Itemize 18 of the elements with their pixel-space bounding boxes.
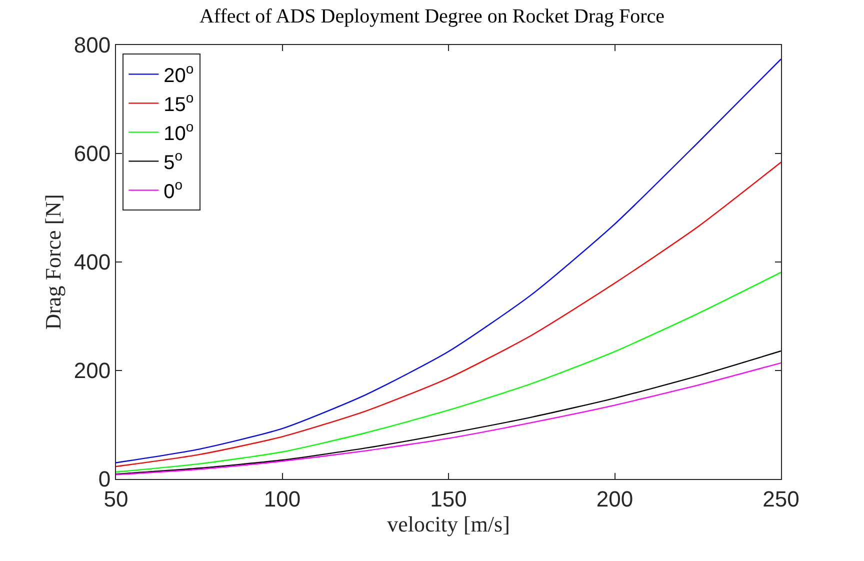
y-tick-label: 400	[74, 250, 111, 275]
x-axis-title: velocity [m/s]	[387, 511, 510, 536]
y-tick-label: 200	[74, 358, 111, 384]
chart-title: Affect of ADS Deployment Degree on Rocket Drag Force	[199, 5, 665, 28]
y-tick-label: 800	[74, 32, 111, 58]
line-series	[116, 58, 781, 464]
x-tick-label: 150	[430, 486, 467, 512]
x-tick-label: 200	[596, 486, 634, 512]
legend-label: 5$^{o}$	[164, 148, 183, 174]
line-series	[116, 272, 781, 473]
legend-label: 10$^{o}$	[164, 118, 194, 145]
y-tick-label: 600	[74, 141, 111, 166]
legend-label: 0$^{o}$	[164, 176, 183, 203]
legend-label: 20$^{o}$	[164, 60, 194, 87]
legend-label: 15$^{o}$	[164, 90, 194, 116]
x-tick-label: 250	[762, 486, 800, 512]
x-tick-label: 100	[264, 486, 301, 512]
y-axis-title: Drag Force [N]	[40, 194, 66, 330]
